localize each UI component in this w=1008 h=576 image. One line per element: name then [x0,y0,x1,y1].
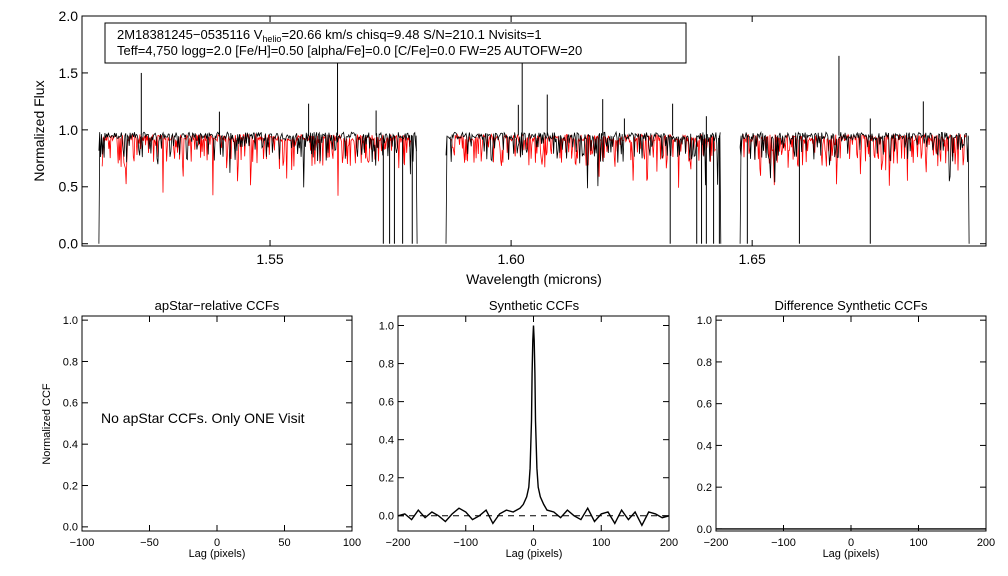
spectrum-y-tick-label: 1.0 [59,122,79,138]
difference-ccf-y-tick-label: 0.8 [697,357,712,369]
spectrum-x-tick-label: 1.60 [497,251,524,267]
apstar-ccf-x-tick-label: −50 [140,537,159,549]
apstar-ccf-y-tick-label: 0.4 [63,439,78,451]
spectrum-panel: 1.55 1.60 1.65 0.0 0.5 1.0 1.5 2.0 Wavelength (… [31,8,987,287]
synthetic-ccf-x-tick-label: −200 [386,537,411,549]
synthetic-ccf-x-tick-label: 200 [660,537,678,549]
spectrum-x-tick-label: 1.65 [739,251,766,267]
apstar-ccf-y-tick-label: 0.8 [63,356,78,368]
apstar-ccf-x-tick-label: 100 [343,537,361,549]
difference-ccf-panel: −200 −100 0 100 200 0.0 0.2 0.4 0.6 0.8 1.0 Differ… [697,298,995,560]
synthetic-ccf-y-tick-label: 0.4 [379,435,394,447]
info-box [104,22,687,64]
star-id-velocity-prefix: 2M18381245−0535116 V [117,27,263,42]
difference-ccf-x-axis-label: Lag (pixels) [823,548,880,560]
apstar-ccf-x-tick-label: 0 [214,537,220,549]
difference-ccf-axis-ticks: −200 −100 0 100 200 0.0 0.2 0.4 0.6 0.8 1.0 [697,315,995,549]
spectrum-y-axis-label: Normalized Flux [31,80,47,181]
observed-spectrum-segment [98,130,418,244]
synthetic-ccf-y-tick-label: 0.0 [379,511,394,523]
helio-subscript: helio [262,34,281,44]
spectrum-y-tick-label: 0.5 [59,179,79,195]
observed-spectrum-segment [445,130,722,244]
difference-ccf-x-tick-label: 0 [848,537,854,549]
spectrum-axis-ticks: 1.55 1.60 1.65 0.0 0.5 1.0 1.5 2.0 [59,8,986,267]
synthetic-ccf-line [397,325,670,527]
synthetic-ccf-y-tick-label: 0.2 [379,473,394,485]
synthetic-ccf-axis-ticks: −200 −100 0 100 200 0.0 0.2 0.4 0.6 0.8 1.0 [379,316,678,549]
synthetic-ccf-panel: −200 −100 0 100 200 0.0 0.2 0.4 0.6 0.8 1.0 Synthe… [379,298,678,560]
synthetic-ccf-y-tick-label: 0.6 [379,396,394,408]
apstar-ccf-panel: −100 −50 0 50 100 0.0 0.2 0.4 0.6 0.8 1.0 apStar−r… [41,298,361,560]
apstar-ccf-axis-ticks: −100 −50 0 50 100 0.0 0.2 0.4 0.6 0.8 1.0 [63,315,361,549]
difference-ccf-y-tick-label: 0.6 [697,399,712,411]
synthetic-ccf-x-tick-label: 0 [530,537,536,549]
spectrum-y-tick-label: 1.5 [59,65,79,81]
spectrum-y-tick-label: 2.0 [59,8,79,24]
spectrum-y-tick-label: 0.0 [59,236,79,252]
apstar-ccf-x-axis-label: Lag (pixels) [189,548,246,560]
difference-ccf-x-tick-label: 200 [977,537,995,549]
spectrum-x-tick-label: 1.55 [256,251,283,267]
info-box-line-1: 2M18381245−0535116 Vhelio=20.66 km/s chi… [117,27,542,44]
synthetic-ccf-series [397,325,670,527]
synthetic-ccf-x-axis-label: Lag (pixels) [506,548,563,560]
spectrum-x-axis-label: Wavelength (microns) [466,271,602,287]
synthetic-ccf-y-tick-label: 0.8 [379,358,394,370]
apstar-ccf-title: apStar−relative CCFs [155,298,280,313]
info-box-line-2: Teff=4,750 logg=2.0 [Fe/H]=0.50 [alpha/F… [117,43,582,58]
apstar-ccf-y-tick-label: 0.2 [63,480,78,492]
apstar-ccf-x-tick-label: −100 [70,537,95,549]
apstar-ccf-x-tick-label: 50 [278,537,290,549]
difference-ccf-y-tick-label: 0.2 [697,482,712,494]
difference-ccf-y-tick-label: 0.4 [697,440,712,452]
apstar-ccf-y-axis-label: Normalized CCF [41,383,53,465]
synthetic-ccf-x-tick-label: 100 [592,537,610,549]
difference-ccf-x-tick-label: 100 [909,537,927,549]
difference-ccf-x-tick-label: −100 [771,537,796,549]
observed-spectrum-series [98,55,970,244]
difference-ccf-y-tick-label: 1.0 [697,315,712,327]
observed-spectrum-segment [739,131,970,244]
star-stats-suffix: =20.66 km/s chisq=9.48 S/N=210.1 Nvisits… [281,27,541,42]
model-spectrum-segment [101,132,413,196]
difference-ccf-x-tick-label: −200 [704,537,729,549]
no-apstar-ccfs-message: No apStar CCFs. Only ONE Visit [101,410,305,426]
synthetic-ccf-x-tick-label: −100 [453,537,478,549]
apstar-ccf-y-tick-label: 1.0 [63,315,78,327]
difference-ccf-title: Difference Synthetic CCFs [775,298,928,313]
apstar-ccf-y-tick-label: 0.0 [63,522,78,534]
difference-ccf-y-tick-label: 0.0 [697,524,712,536]
spectrum-plot-frame [81,15,987,247]
synthetic-ccf-title: Synthetic CCFs [489,298,580,313]
synthetic-ccf-y-tick-label: 1.0 [379,320,394,332]
apstar-ccf-y-tick-label: 0.6 [63,398,78,410]
